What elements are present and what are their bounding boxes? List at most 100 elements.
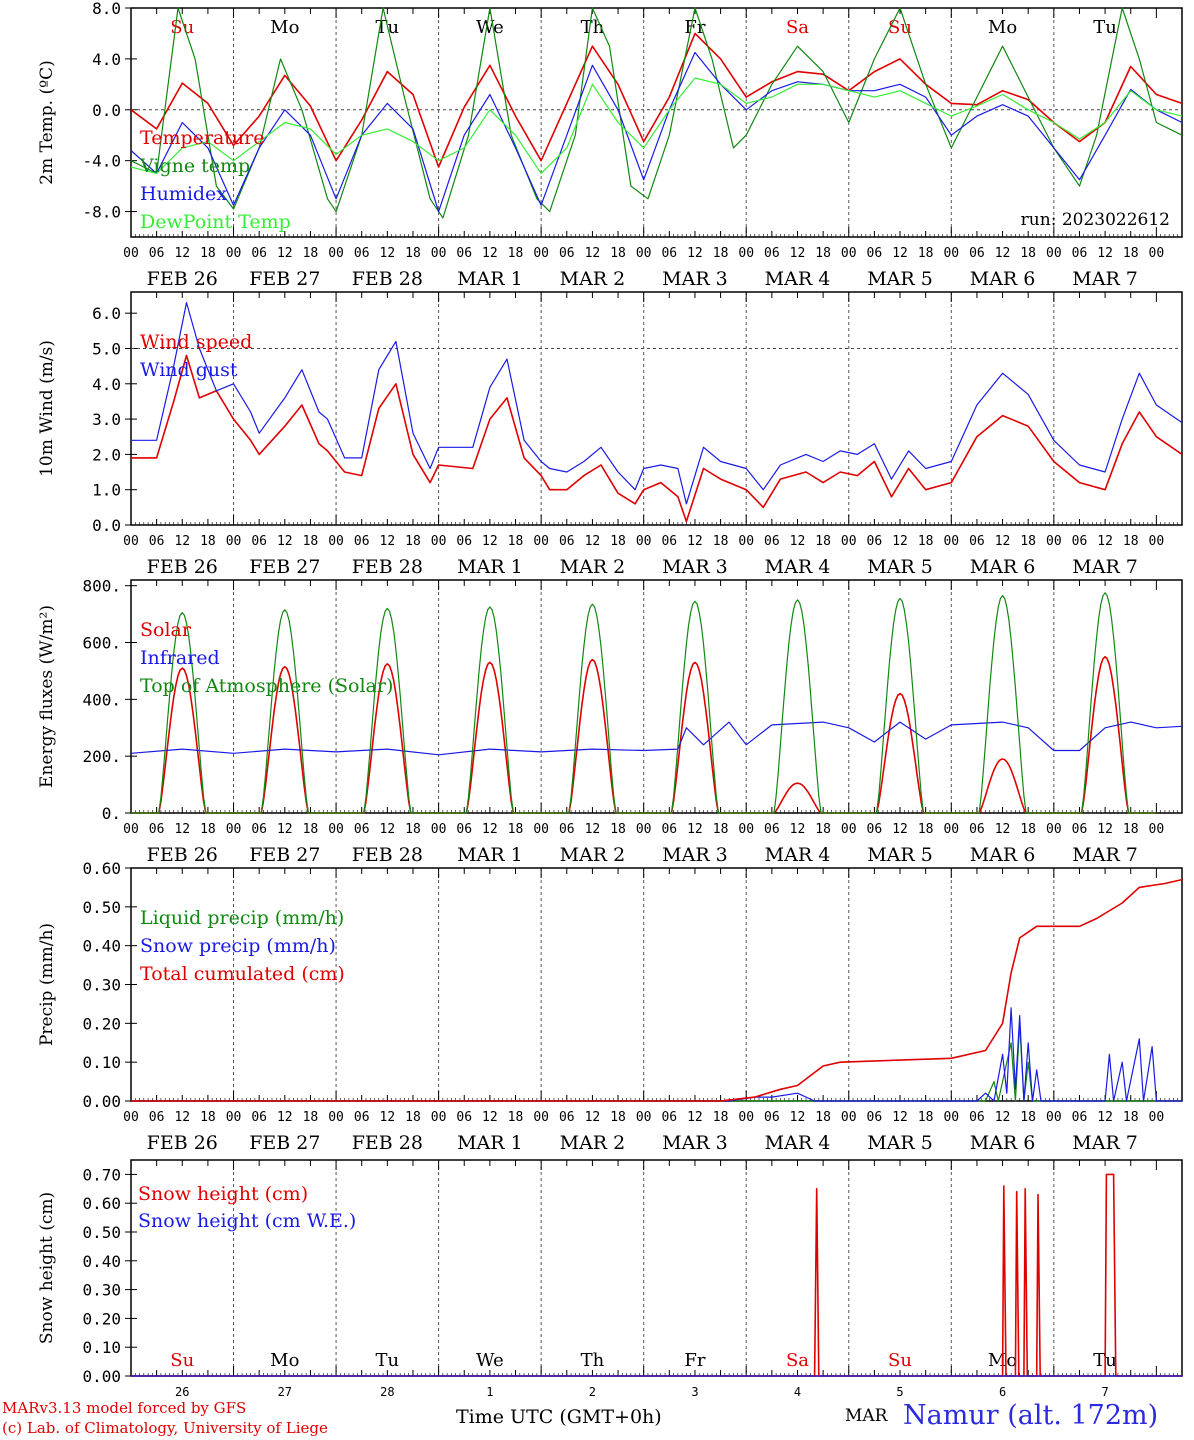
x-hour-label: 00 [943, 1110, 959, 1125]
x-hour-label: 06 [354, 1110, 370, 1125]
x-hour-label: 00 [1046, 534, 1062, 549]
y-tick-label: 2.0 [92, 445, 121, 464]
x-date-label: FEB 27 [249, 268, 320, 290]
x-hour-label: 00 [943, 246, 959, 261]
x-hour-label: 06 [1072, 534, 1088, 549]
x-hour-label: 18 [815, 246, 831, 261]
legend-entry: Humidex [140, 183, 227, 205]
x-hour-label: 12 [995, 534, 1011, 549]
y-tick-label: 0.0 [92, 516, 121, 535]
x-hour-label: 06 [456, 822, 472, 837]
x-hour-label: 00 [328, 246, 344, 261]
x-date-label: MAR 2 [560, 268, 626, 290]
x-hour-label: 18 [200, 246, 216, 261]
y-tick-label: -4.0 [82, 152, 121, 171]
x-date-label: FEB 28 [352, 268, 423, 290]
x-date-label: MAR 5 [867, 1132, 933, 1154]
x-hour-label: 00 [636, 246, 652, 261]
y-tick-label: 400. [82, 690, 121, 709]
x-hour-label: 18 [405, 1110, 421, 1125]
x-hour-label: 06 [456, 1110, 472, 1125]
x-date-label: MAR 2 [560, 556, 626, 578]
x-hour-label: 18 [610, 1110, 626, 1125]
series-line-total-cumulated-cm- [131, 878, 1183, 1102]
day-number-label: 26 [175, 1385, 189, 1399]
y-tick-label: 5.0 [92, 339, 121, 358]
x-date-label: FEB 27 [249, 844, 320, 866]
x-hour-label: 06 [969, 246, 985, 261]
x-hour-label: 18 [508, 1110, 524, 1125]
weekday-label: Mo [270, 1350, 299, 1371]
x-hour-label: 12 [585, 246, 601, 261]
run-annotation: run: 2023022612 [1021, 210, 1170, 230]
day-number-label: 1 [486, 1385, 493, 1399]
y-tick-label: 0.10 [82, 1053, 121, 1072]
x-hour-label: 12 [585, 822, 601, 837]
x-hour-label: 06 [969, 534, 985, 549]
x-hour-label: 06 [251, 822, 267, 837]
x-hour-label: 06 [354, 246, 370, 261]
x-hour-label: 18 [200, 1110, 216, 1125]
x-date-label: MAR 7 [1072, 1132, 1138, 1154]
x-hour-label: 06 [867, 534, 883, 549]
x-date-label: FEB 28 [352, 1132, 423, 1154]
y-tick-label: 1.0 [92, 481, 121, 500]
x-date-label: FEB 26 [147, 268, 218, 290]
x-hour-label: 06 [559, 534, 575, 549]
x-hour-label: 06 [867, 1110, 883, 1125]
x-hour-label: 00 [431, 534, 447, 549]
x-hour-label: 12 [687, 822, 703, 837]
day-number-label: 27 [278, 1385, 292, 1399]
x-hour-label: 06 [354, 534, 370, 549]
x-date-label: MAR 3 [662, 1132, 728, 1154]
x-hour-label: 00 [1149, 822, 1165, 837]
x-hour-label: 00 [1149, 534, 1165, 549]
x-hour-label: 06 [764, 822, 780, 837]
y-tick-label: 0. [102, 804, 121, 823]
x-hour-label: 12 [380, 1110, 396, 1125]
x-hour-label: 18 [815, 822, 831, 837]
x-hour-label: 06 [969, 1110, 985, 1125]
y-tick-label: 0.70 [82, 1165, 121, 1184]
legend-entry: Solar [140, 619, 192, 641]
x-hour-label: 06 [149, 246, 165, 261]
x-hour-label: 18 [1020, 1110, 1036, 1125]
x-hour-label: 00 [123, 822, 139, 837]
x-date-label: FEB 26 [147, 844, 218, 866]
x-date-label: FEB 26 [147, 1132, 218, 1154]
x-hour-label: 18 [303, 534, 319, 549]
x-date-label: MAR 2 [560, 1132, 626, 1154]
y-tick-label: 0.20 [82, 1309, 121, 1328]
x-date-label: MAR 3 [662, 268, 728, 290]
legend-entry: DewPoint Temp [140, 211, 291, 233]
x-hour-label: 06 [456, 246, 472, 261]
weekday-label: We [476, 1350, 504, 1371]
y-tick-label: 0.60 [82, 1194, 121, 1213]
x-date-label: MAR 1 [457, 1132, 523, 1154]
legend-entry: Vigne temp [139, 155, 250, 177]
x-hour-label: 12 [174, 822, 190, 837]
legend-entry: Temperature [140, 127, 264, 149]
x-hour-label: 12 [1097, 1110, 1113, 1125]
y-tick-label: 0.40 [82, 937, 121, 956]
x-hour-label: 06 [661, 822, 677, 837]
x-hour-label: 00 [738, 246, 754, 261]
time-axis-title: Time UTC (GMT+0h) [456, 1406, 662, 1428]
x-hour-label: 06 [867, 822, 883, 837]
x-hour-label: 18 [1020, 534, 1036, 549]
station-name: Namur (alt. 172m) [903, 1400, 1159, 1431]
y-tick-label: 0.00 [82, 1092, 121, 1111]
x-hour-label: 12 [482, 822, 498, 837]
weekday-label: Su [888, 1350, 912, 1371]
x-date-label: FEB 27 [249, 1132, 320, 1154]
x-date-label: FEB 27 [249, 556, 320, 578]
x-hour-label: 00 [841, 534, 857, 549]
y-tick-label: 0.60 [82, 859, 121, 878]
x-hour-label: 12 [995, 246, 1011, 261]
weekday-label: Mo [270, 17, 299, 38]
x-date-label: MAR 6 [970, 268, 1036, 290]
y-axis-label: 2m Temp. (ºC) [37, 60, 57, 185]
x-hour-label: 18 [815, 534, 831, 549]
x-hour-label: 00 [431, 1110, 447, 1125]
x-hour-label: 00 [328, 822, 344, 837]
